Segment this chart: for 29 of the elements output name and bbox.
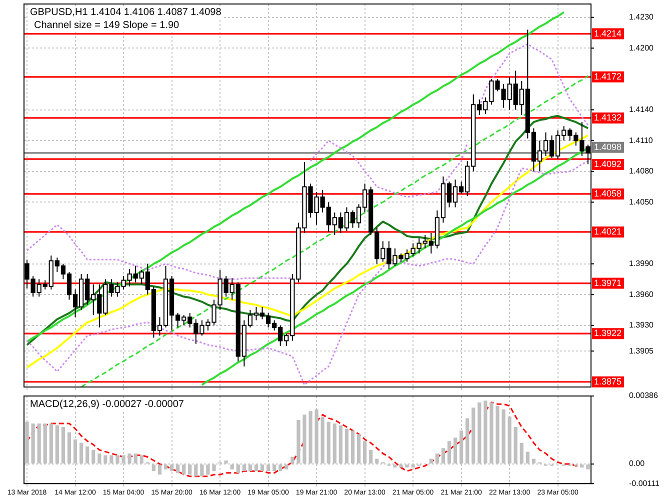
y-tick-label: 1.4140 (629, 104, 654, 114)
y-tick-label: 0.00386 (629, 391, 658, 400)
bar (158, 464, 162, 475)
chart-title: MACD(12,26,9) -0.00027 -0.00007 (30, 398, 184, 410)
ref-line-label: 1.4058 (594, 188, 622, 198)
y-tick-label: 1.4050 (629, 197, 654, 206)
ref-line-label: 1.3922 (594, 328, 622, 338)
ref-line-label: 1.4098 (594, 142, 622, 152)
y-tick-label: 0.00 (629, 459, 646, 468)
chart-title: GBPUSD,H1 1.4104 1.4106 1.4087 1.4098 (30, 6, 222, 18)
ref-line-label: 1.4214 (594, 28, 622, 38)
y-tick-label: 1.4230 (629, 12, 654, 22)
ref-line-label: 1.4132 (594, 112, 622, 122)
ref-line-label: 1.3971 (594, 278, 622, 288)
y-tick-label: -0.00111 (629, 478, 660, 488)
y-tick-label: 1.3905 (629, 346, 654, 356)
ref-line-label: 1.3875 (594, 376, 622, 386)
ref-line-label: 1.4172 (594, 71, 622, 82)
line-series (26, 160, 589, 386)
y-tick-label: 1.4080 (629, 166, 654, 176)
ref-line-label: 1.4021 (594, 226, 622, 236)
y-tick-label: 1.3960 (629, 290, 654, 299)
line-series (80, 75, 589, 387)
y-tick-label: 1.4200 (629, 43, 654, 52)
ref-line-label: 1.4092 (594, 159, 622, 170)
y-tick-label: 1.4110 (629, 136, 654, 145)
text: Channel size = 149 Slope = 1.90 (34, 20, 180, 31)
y-tick-label: 1.3990 (629, 258, 654, 268)
y-tick-label: 1.3930 (629, 320, 654, 330)
